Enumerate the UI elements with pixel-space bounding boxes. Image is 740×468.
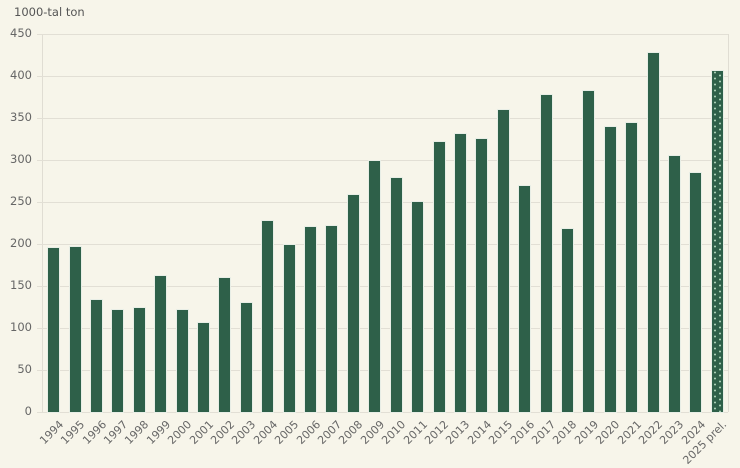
bar-1995 (69, 247, 81, 412)
x-tick-label: 2010 (379, 418, 409, 447)
y-tick-label: 400 (10, 68, 32, 82)
bar-1997 (112, 310, 124, 412)
gridline (37, 160, 728, 161)
bar-2022 (647, 53, 659, 412)
x-tick-label: 2020 (593, 418, 623, 447)
bar-2007 (326, 225, 338, 412)
bar-2024 (690, 172, 702, 412)
gridline (37, 76, 728, 77)
bar-2006 (305, 227, 317, 412)
x-tick-label: 2016 (507, 418, 537, 447)
x-tick-label: 2003 (229, 418, 259, 447)
bar-2011 (412, 202, 424, 412)
bar-2002 (219, 278, 231, 412)
bar-2012 (433, 142, 445, 412)
x-tick-label: 2000 (165, 418, 195, 447)
x-tick-label: 2011 (400, 418, 430, 447)
gridline (37, 34, 728, 35)
y-tick-label: 300 (10, 152, 32, 166)
y-tick-label: 200 (10, 236, 32, 250)
gridline (37, 286, 728, 287)
y-tick-label: 350 (10, 110, 32, 124)
bar-1994 (48, 248, 60, 412)
bar-1996 (91, 300, 103, 412)
y-tick-label: 450 (10, 26, 32, 40)
unit-label: 1000-tal ton (14, 5, 85, 19)
y-tick-label: 150 (10, 278, 32, 292)
x-tick-label: 2013 (443, 418, 473, 447)
x-tick-label: 2023 (657, 418, 687, 447)
bar-2019 (583, 91, 595, 412)
x-tick-label: 1998 (122, 418, 152, 447)
x-tick-label: 2015 (486, 418, 516, 447)
y-tick-label: 100 (10, 320, 32, 334)
plot-area (37, 34, 729, 413)
y-tick-label: 250 (10, 194, 32, 208)
bar-2003 (240, 302, 252, 412)
bar-2014 (476, 139, 488, 412)
gridline (37, 370, 728, 371)
bar-2018 (561, 228, 573, 412)
bar-2001 (198, 322, 210, 412)
bar-2005 (283, 244, 295, 412)
y-tick-label: 0 (24, 404, 32, 418)
x-tick-label: 2001 (186, 418, 216, 447)
x-tick-label: 1995 (58, 418, 88, 447)
bar-2004 (262, 221, 274, 412)
x-tick-label: 2018 (550, 418, 580, 447)
bar-2010 (390, 177, 402, 412)
x-tick-label: 1996 (79, 418, 109, 447)
x-tick-label: 2021 (614, 418, 644, 447)
gridline (37, 118, 728, 119)
bar-2016 (519, 186, 531, 412)
bar-2023 (668, 155, 680, 412)
x-tick-label: 2006 (293, 418, 323, 447)
bar-2021 (626, 123, 638, 412)
gridline (37, 412, 728, 413)
y-tick-label: 50 (17, 362, 32, 376)
bar-2015 (497, 109, 509, 412)
bar-2008 (347, 195, 359, 412)
bar-2020 (604, 127, 616, 412)
bar-1998 (133, 307, 145, 412)
bar-2013 (454, 133, 466, 412)
gridline (37, 244, 728, 245)
bar-1999 (155, 275, 167, 412)
bar-2017 (540, 95, 552, 412)
x-tick-label: 2008 (336, 418, 366, 447)
bar-2000 (176, 310, 188, 412)
bar-2025-prel- (711, 70, 723, 412)
gridline (37, 202, 728, 203)
bar-2009 (369, 160, 381, 412)
gridline (37, 328, 728, 329)
x-tick-label: 2005 (272, 418, 302, 447)
